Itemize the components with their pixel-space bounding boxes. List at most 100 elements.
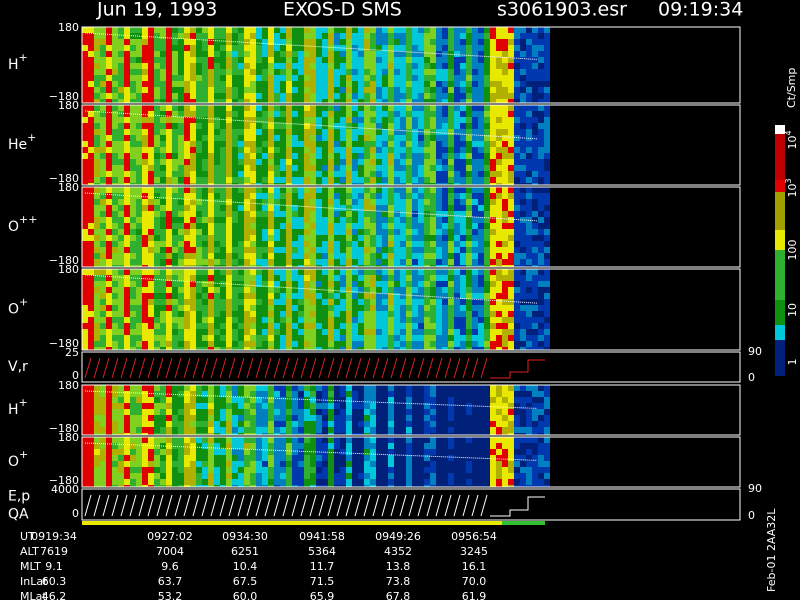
cell (502, 223, 508, 229)
cell (430, 347, 436, 350)
cell (346, 135, 352, 141)
cell (514, 397, 520, 403)
cell (316, 105, 322, 111)
cell (244, 391, 250, 397)
cell (394, 211, 400, 217)
cell (478, 177, 484, 183)
cell (346, 433, 352, 435)
cell (454, 311, 460, 317)
cell (298, 305, 304, 311)
cell (346, 409, 352, 415)
cell (286, 223, 292, 229)
cell (454, 63, 460, 69)
cell (208, 433, 214, 435)
cell (472, 159, 478, 165)
cell (478, 33, 484, 39)
cell (448, 135, 454, 141)
cell (430, 397, 436, 403)
cell (82, 105, 88, 111)
cell (436, 187, 442, 193)
cell (166, 259, 172, 265)
cell (112, 27, 118, 33)
cell (406, 293, 412, 299)
cell (370, 199, 376, 205)
cell (394, 69, 400, 75)
cell (436, 281, 442, 287)
cell (448, 347, 454, 350)
cell (100, 217, 106, 223)
cell (496, 253, 502, 259)
cell (496, 87, 502, 93)
cell (112, 341, 118, 347)
cell (496, 117, 502, 123)
cell (238, 409, 244, 415)
cell (262, 415, 268, 421)
cell (544, 235, 550, 241)
cell (214, 177, 220, 183)
cell (484, 223, 490, 229)
cell (238, 299, 244, 305)
spectrogram-panel (82, 385, 550, 435)
cell (376, 135, 382, 141)
cell (298, 45, 304, 51)
cell (160, 87, 166, 93)
cell (340, 193, 346, 199)
cell (538, 305, 544, 311)
cell (94, 311, 100, 317)
cell (340, 217, 346, 223)
cell (190, 87, 196, 93)
cell (214, 87, 220, 93)
cell (526, 293, 532, 299)
cell (310, 33, 316, 39)
cell (484, 193, 490, 199)
cell (472, 323, 478, 329)
cell (442, 305, 448, 311)
cell (532, 165, 538, 171)
cell (532, 241, 538, 247)
cell (484, 117, 490, 123)
cell (508, 39, 514, 45)
cell (514, 329, 520, 335)
cell (448, 409, 454, 415)
cell (412, 241, 418, 247)
cell (424, 45, 430, 51)
cell (130, 329, 136, 335)
cell (520, 33, 526, 39)
cell (178, 105, 184, 111)
cell (100, 81, 106, 87)
cell (190, 403, 196, 409)
cell (226, 51, 232, 57)
cell (322, 39, 328, 45)
cell (82, 415, 88, 421)
cell (88, 241, 94, 247)
cell (88, 27, 94, 33)
cell (160, 129, 166, 135)
cell (370, 147, 376, 153)
cell (154, 241, 160, 247)
cell (106, 51, 112, 57)
cell (526, 235, 532, 241)
cell (214, 421, 220, 427)
cell (358, 187, 364, 193)
cell (484, 27, 490, 33)
cell (292, 223, 298, 229)
cell (250, 427, 256, 433)
cell (490, 311, 496, 317)
cell (112, 39, 118, 45)
cell (262, 305, 268, 311)
cell (502, 275, 508, 281)
cell (118, 275, 124, 281)
cell (472, 335, 478, 341)
cell (418, 385, 424, 391)
cell (412, 421, 418, 427)
cell (394, 275, 400, 281)
cell (520, 409, 526, 415)
cell (136, 265, 142, 267)
cell (526, 187, 532, 193)
cell (232, 99, 238, 103)
cell (436, 75, 442, 81)
cell (496, 433, 502, 435)
cell (382, 211, 388, 217)
cell (244, 335, 250, 341)
cell (370, 153, 376, 159)
